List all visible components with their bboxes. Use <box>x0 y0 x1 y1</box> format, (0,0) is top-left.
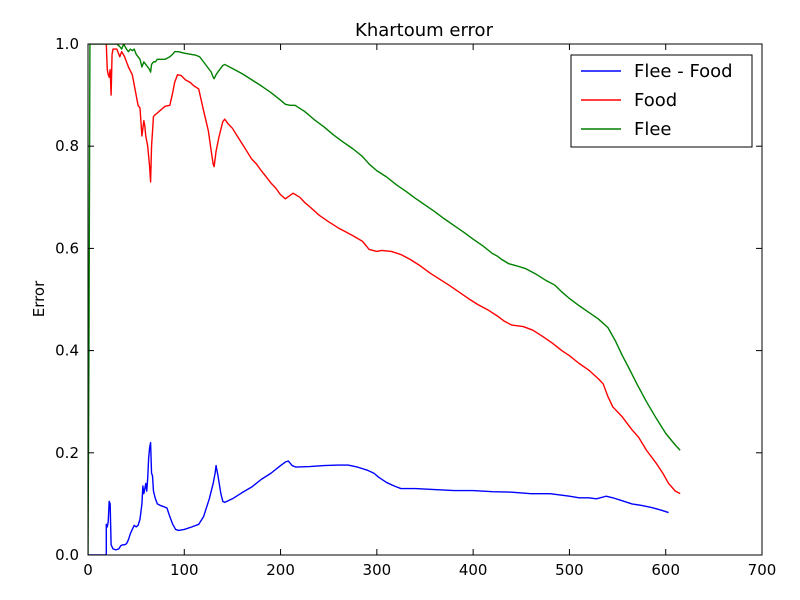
series-line-2 <box>88 44 681 555</box>
series-layer <box>88 44 681 555</box>
legend-label-2: Flee <box>634 119 672 140</box>
x-tick-label: 300 <box>363 561 392 579</box>
legend-label-0: Flee - Food <box>634 61 733 82</box>
x-tick-label: 700 <box>748 561 777 579</box>
y-tick-label: 0.6 <box>55 239 79 257</box>
x-tick-label: 400 <box>459 561 488 579</box>
x-tick-label: 100 <box>170 561 199 579</box>
legend: Flee - Food Food Flee <box>570 54 753 148</box>
plot-frame <box>87 43 763 556</box>
y-tick-label: 0.2 <box>55 444 79 462</box>
y-tick-label: 0.4 <box>55 342 79 360</box>
x-tick-label: 600 <box>651 561 680 579</box>
chart-title: Khartoum error <box>355 20 494 41</box>
series-line-0 <box>88 441 669 555</box>
x-tick-label: 200 <box>266 561 295 579</box>
y-tick-label: 0.8 <box>55 137 79 155</box>
x-tick-label: 500 <box>555 561 584 579</box>
y-axis-label: Error <box>30 280 48 317</box>
ticks-layer: 0 100 200 300 400 500 600 700 0.0 0.2 0.4 0.6 0.8 1.0 <box>55 35 776 579</box>
legend-label-1: Food <box>634 90 677 111</box>
series-line-1 <box>105 44 681 495</box>
y-tick-label: 0.0 <box>55 546 79 564</box>
y-tick-label: 1.0 <box>55 35 79 53</box>
x-tick-label: 0 <box>83 561 93 579</box>
